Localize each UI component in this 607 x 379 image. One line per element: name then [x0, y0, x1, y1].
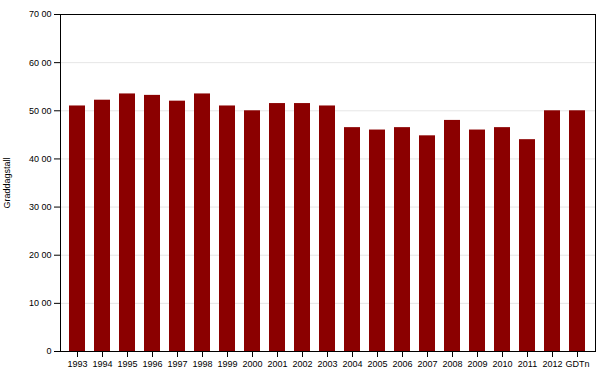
svg-text:2003: 2003	[317, 359, 337, 369]
svg-text:30 00: 30 00	[29, 202, 52, 212]
svg-text:70 00: 70 00	[29, 9, 52, 19]
svg-text:2006: 2006	[392, 359, 412, 369]
svg-text:1999: 1999	[217, 359, 237, 369]
svg-text:2004: 2004	[342, 359, 362, 369]
svg-text:1993: 1993	[67, 359, 87, 369]
svg-text:2000: 2000	[242, 359, 262, 369]
svg-text:1994: 1994	[92, 359, 112, 369]
svg-text:2011: 2011	[518, 359, 537, 369]
svg-text:1996: 1996	[142, 359, 162, 369]
svg-text:40 00: 40 00	[29, 154, 52, 164]
svg-text:2007: 2007	[417, 359, 437, 369]
svg-text:2008: 2008	[442, 359, 462, 369]
svg-text:2005: 2005	[367, 359, 387, 369]
svg-text:2009: 2009	[467, 359, 487, 369]
svg-text:Graddagstall: Graddagstall	[2, 157, 12, 208]
svg-text:GDTn: GDTn	[565, 359, 589, 369]
svg-text:2010: 2010	[492, 359, 512, 369]
svg-text:2002: 2002	[292, 359, 312, 369]
svg-text:1995: 1995	[117, 359, 137, 369]
svg-text:60 00: 60 00	[29, 58, 52, 68]
svg-text:50 00: 50 00	[29, 106, 52, 116]
svg-text:20 00: 20 00	[29, 250, 52, 260]
svg-text:1997: 1997	[167, 359, 187, 369]
svg-text:10 00: 10 00	[29, 298, 52, 308]
svg-text:2012: 2012	[542, 359, 562, 369]
svg-text:1998: 1998	[192, 359, 212, 369]
svg-text:2001: 2001	[267, 359, 287, 369]
svg-text:0: 0	[46, 346, 51, 356]
